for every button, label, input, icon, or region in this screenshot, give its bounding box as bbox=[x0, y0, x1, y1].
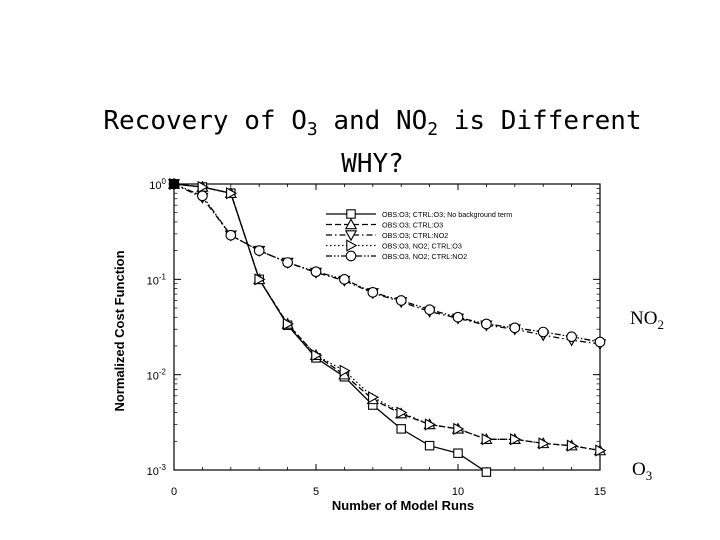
series-5-point bbox=[225, 229, 237, 241]
series-5-point bbox=[566, 331, 577, 343]
legend-marker-3 bbox=[344, 230, 358, 242]
y-tick-label: 10-3 bbox=[147, 463, 167, 478]
series-1-point bbox=[396, 424, 406, 434]
legend-label-1: OBS:O3; CTRL:O3; No background term bbox=[382, 210, 512, 219]
series-4-point bbox=[595, 444, 607, 457]
y-tick-label: 10-2 bbox=[147, 368, 167, 383]
x-tick-label: 0 bbox=[171, 486, 177, 498]
series-1-point bbox=[481, 467, 492, 477]
y-tick-label: 10-1 bbox=[147, 272, 167, 287]
plot-frame bbox=[173, 183, 601, 471]
legend-label-2: OBS:O3; CTRL:O3 bbox=[382, 221, 443, 230]
series-5-point bbox=[594, 336, 606, 348]
series-4-point bbox=[339, 364, 351, 377]
series-5-point bbox=[367, 287, 379, 298]
series-4-point bbox=[538, 437, 550, 450]
label-o3-base: O bbox=[632, 459, 646, 480]
x-tick-label: 15 bbox=[594, 486, 606, 498]
series-4-point bbox=[197, 180, 209, 194]
series-4-point bbox=[566, 439, 578, 452]
series-line-3 bbox=[173, 183, 601, 345]
y-axis-label: Normalized Cost Function bbox=[112, 250, 127, 411]
series-5-point bbox=[310, 266, 322, 278]
label-no2-base: NO bbox=[630, 308, 658, 329]
series-4-point bbox=[368, 391, 380, 404]
slide-title: Recovery of O3 and NO2 is Different WHY? bbox=[0, 104, 720, 181]
series-4-point bbox=[254, 273, 266, 286]
series-5-point bbox=[339, 273, 350, 285]
series-5-point bbox=[197, 190, 208, 202]
label-no2: NO2 bbox=[630, 308, 664, 333]
series-4-point bbox=[226, 187, 238, 200]
legend-marker-2 bbox=[344, 218, 358, 230]
x-tick-label: 5 bbox=[313, 486, 319, 498]
label-o3: O3 bbox=[632, 459, 652, 484]
title-subscript-3: 3 bbox=[306, 119, 318, 141]
legend-marker-4 bbox=[346, 239, 358, 252]
series-4-point bbox=[396, 406, 408, 419]
series-4-point bbox=[481, 433, 493, 446]
series-5-point bbox=[282, 257, 293, 268]
title-subscript-2: 2 bbox=[427, 119, 439, 141]
title-text-mid: and NO bbox=[317, 106, 428, 136]
series-5-point bbox=[452, 311, 464, 323]
legend-marker-1 bbox=[346, 209, 356, 219]
series-4-point bbox=[311, 349, 323, 362]
series-4-point bbox=[424, 418, 436, 431]
series-4-point bbox=[510, 433, 522, 446]
legend-label-3: OBS:O3; CTRL:NO2 bbox=[382, 231, 448, 240]
x-axis-label: Number of Model Runs bbox=[332, 498, 474, 513]
series-4-point bbox=[282, 317, 294, 331]
series-5-point bbox=[253, 245, 265, 256]
series-5-point bbox=[424, 304, 435, 316]
series-line-5 bbox=[173, 183, 601, 343]
series-5-point bbox=[509, 322, 521, 334]
y-tick-label: 100 bbox=[149, 177, 166, 192]
series-line-2 bbox=[173, 183, 601, 452]
series-5-point bbox=[395, 295, 407, 306]
series-1-point bbox=[453, 448, 463, 458]
title-line-1: Recovery of O3 and NO2 is Different bbox=[0, 104, 720, 147]
title-text-prefix: Recovery of O bbox=[103, 106, 307, 136]
series-5-point bbox=[537, 326, 549, 338]
series-5-point bbox=[481, 318, 492, 330]
title-text-suffix: is Different bbox=[438, 106, 642, 136]
label-no2-sub: 2 bbox=[657, 316, 664, 332]
legend-label-5: OBS:O3, NO2; CTRL:NO2 bbox=[382, 252, 467, 261]
series-4-point bbox=[453, 422, 465, 436]
x-tick-label: 10 bbox=[452, 486, 464, 498]
series-1-point bbox=[424, 440, 435, 451]
start-point bbox=[169, 179, 179, 189]
label-o3-sub: 3 bbox=[645, 467, 653, 483]
title-line-2: WHY? bbox=[341, 149, 404, 180]
legend-marker-5 bbox=[345, 250, 357, 262]
legend-label-4: OBS:O3, NO2; CTRL:O3 bbox=[382, 242, 462, 251]
